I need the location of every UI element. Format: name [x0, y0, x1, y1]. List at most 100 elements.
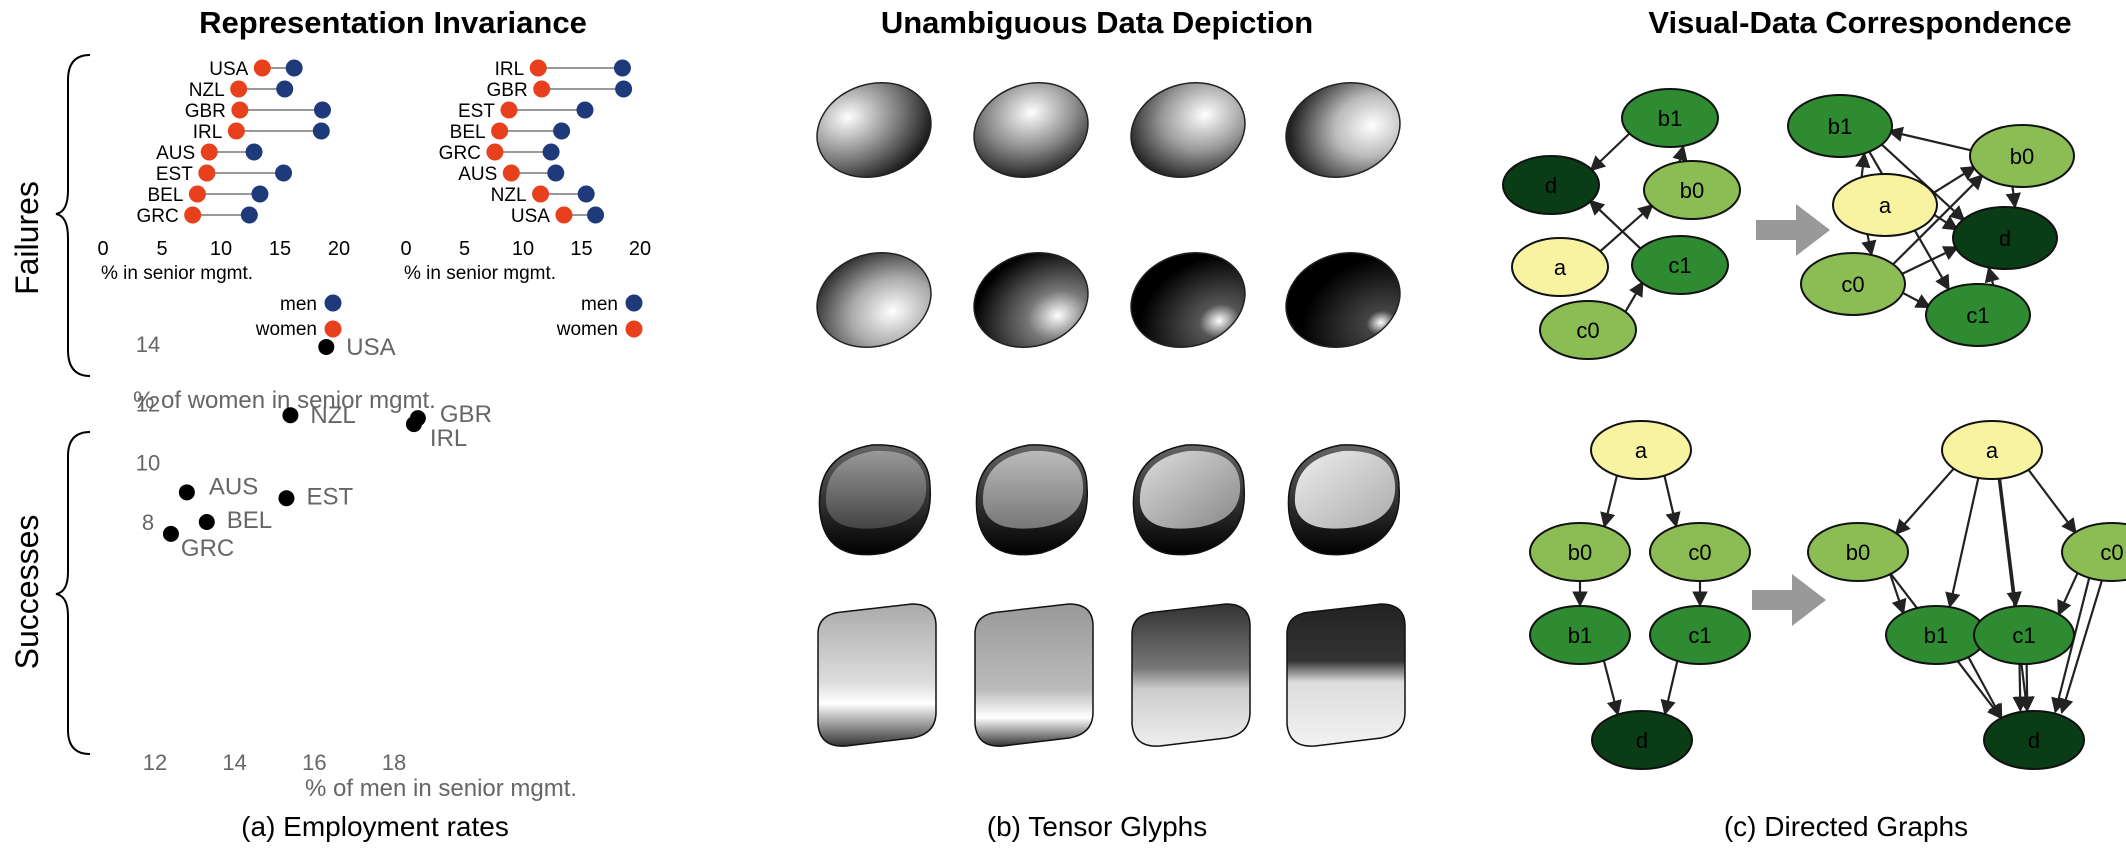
- graph-edge: [1894, 465, 1957, 536]
- graph-node-label: b0: [1846, 540, 1870, 565]
- superquadric-cube-glyph: [1286, 603, 1406, 747]
- graph-edge: [1623, 280, 1644, 315]
- graph-edge: [2026, 467, 2077, 535]
- graph-edge: [1929, 165, 1977, 197]
- category-label: GRC: [136, 206, 178, 227]
- category-label: EST: [156, 164, 193, 185]
- graph-node-label: c1: [1668, 253, 1691, 278]
- superquadric-cube-glyph: [974, 603, 1094, 747]
- legend-label-men: men: [280, 294, 317, 315]
- graph-node-c1: [1631, 235, 1729, 295]
- ellipsoid-glyph: [1130, 251, 1246, 349]
- graph-node-d: [1502, 155, 1600, 215]
- failures-brace: [55, 54, 91, 377]
- point-label: GBR: [440, 401, 492, 428]
- men-point: [275, 164, 293, 182]
- graph-node-label: b0: [1680, 178, 1704, 203]
- y-tick-label: 12: [136, 391, 160, 416]
- graph-node-b0: [1643, 160, 1741, 220]
- graph-node-d: [1983, 710, 2085, 770]
- scatter-point: [278, 490, 295, 507]
- directed-graphs: b1 d b0 a c1 c0 b1 b0 a d c0 c1 a b0 c0 b1 c1 d a b0 c0 b1 c1 d: [1502, 88, 2126, 770]
- graph-edge: [1660, 658, 1679, 716]
- graph-edge: [2057, 570, 2080, 617]
- legend-label-men: men: [581, 294, 618, 315]
- x-tick-label: 15: [570, 238, 592, 260]
- graph-edge: [1898, 290, 1932, 309]
- x-axis-label: % in senior mgmt.: [101, 263, 253, 284]
- women-point: [500, 101, 518, 119]
- transform-arrow-icon: [1756, 204, 1830, 256]
- men-point: [285, 59, 303, 77]
- category-label: NZL: [189, 80, 225, 101]
- men-point: [313, 101, 331, 119]
- graph-edge: [1672, 144, 1688, 164]
- panel-c-title: Visual-Data Correspondence: [1648, 5, 2071, 40]
- men-point: [577, 185, 595, 203]
- successes-brace: [55, 431, 91, 755]
- graph-node-label: c0: [2100, 540, 2123, 565]
- superquadric-cube-glyph: [817, 603, 937, 747]
- scatter-point: [198, 514, 215, 530]
- graph-node-b1: [1529, 605, 1631, 665]
- graph-edge: [1597, 203, 1654, 254]
- graph-edge: [1855, 151, 1871, 180]
- women-point: [230, 80, 248, 98]
- graph-node-label: c1: [1688, 623, 1711, 648]
- women-point: [502, 164, 520, 182]
- category-label: NZL: [491, 185, 527, 206]
- graph-node-label: a: [1879, 193, 1892, 218]
- men-point: [576, 101, 594, 119]
- legend-label-women: women: [255, 319, 317, 340]
- graph-node-b1: [1787, 94, 1893, 158]
- ellipsoid-glyph: [816, 81, 932, 179]
- category-label: GBR: [487, 80, 528, 101]
- graph-edge: [1998, 477, 2022, 608]
- panel-c-caption: (c) Directed Graphs: [1724, 811, 1968, 842]
- superquadric-glyph-face: [982, 450, 1084, 529]
- graph-node-c0: [1649, 522, 1751, 582]
- graph-edge: [1600, 473, 1619, 529]
- x-tick-label: 20: [629, 238, 651, 260]
- graph-node-label: c0: [1576, 318, 1599, 343]
- men-point: [251, 185, 269, 203]
- graph-node-label: d: [1636, 728, 1648, 753]
- women-point: [529, 59, 547, 77]
- graph-edge: [1890, 174, 1984, 267]
- graph-edge: [2019, 662, 2035, 713]
- graph-node-label: a: [1986, 438, 1999, 463]
- panel-b-caption: (b) Tensor Glyphs: [987, 811, 1207, 842]
- graph-node-label: b1: [1658, 106, 1682, 131]
- women-point: [198, 164, 216, 182]
- women-point: [253, 59, 271, 77]
- graph-edge: [1887, 126, 1976, 153]
- scatter-point: [405, 416, 422, 433]
- graph-node-label: b1: [1828, 114, 1852, 139]
- women-point: [227, 122, 245, 140]
- men-point: [553, 122, 571, 140]
- women-point: [486, 143, 504, 161]
- point-label: NZL: [310, 402, 355, 429]
- ellipsoid-glyph: [1285, 81, 1401, 179]
- women-point: [200, 143, 218, 161]
- scatter-point: [318, 338, 335, 355]
- point-label: GRC: [181, 535, 234, 562]
- graph-node-b0: [1807, 522, 1909, 582]
- y-axis-label: % of women in senior mgmt.: [133, 387, 436, 414]
- point-label: EST: [306, 483, 353, 510]
- graph-node-label: b1: [1568, 623, 1592, 648]
- superquadric-cube-glyph: [1131, 603, 1251, 747]
- panel-a-title: Representation Invariance: [199, 5, 587, 40]
- transform-arrow-icon: [1752, 574, 1826, 626]
- x-tick-label: 0: [400, 238, 411, 260]
- category-label: AUS: [156, 143, 195, 164]
- women-point: [532, 185, 550, 203]
- x-tick-label: 20: [328, 238, 350, 260]
- x-tick-label: 16: [302, 750, 326, 775]
- graph-node-label: d: [1545, 173, 1557, 198]
- graph-node-b0: [1969, 124, 2075, 188]
- tensor-glyph-grid: [816, 81, 1406, 747]
- graph-node-a: [1590, 420, 1692, 480]
- men-point: [547, 164, 565, 182]
